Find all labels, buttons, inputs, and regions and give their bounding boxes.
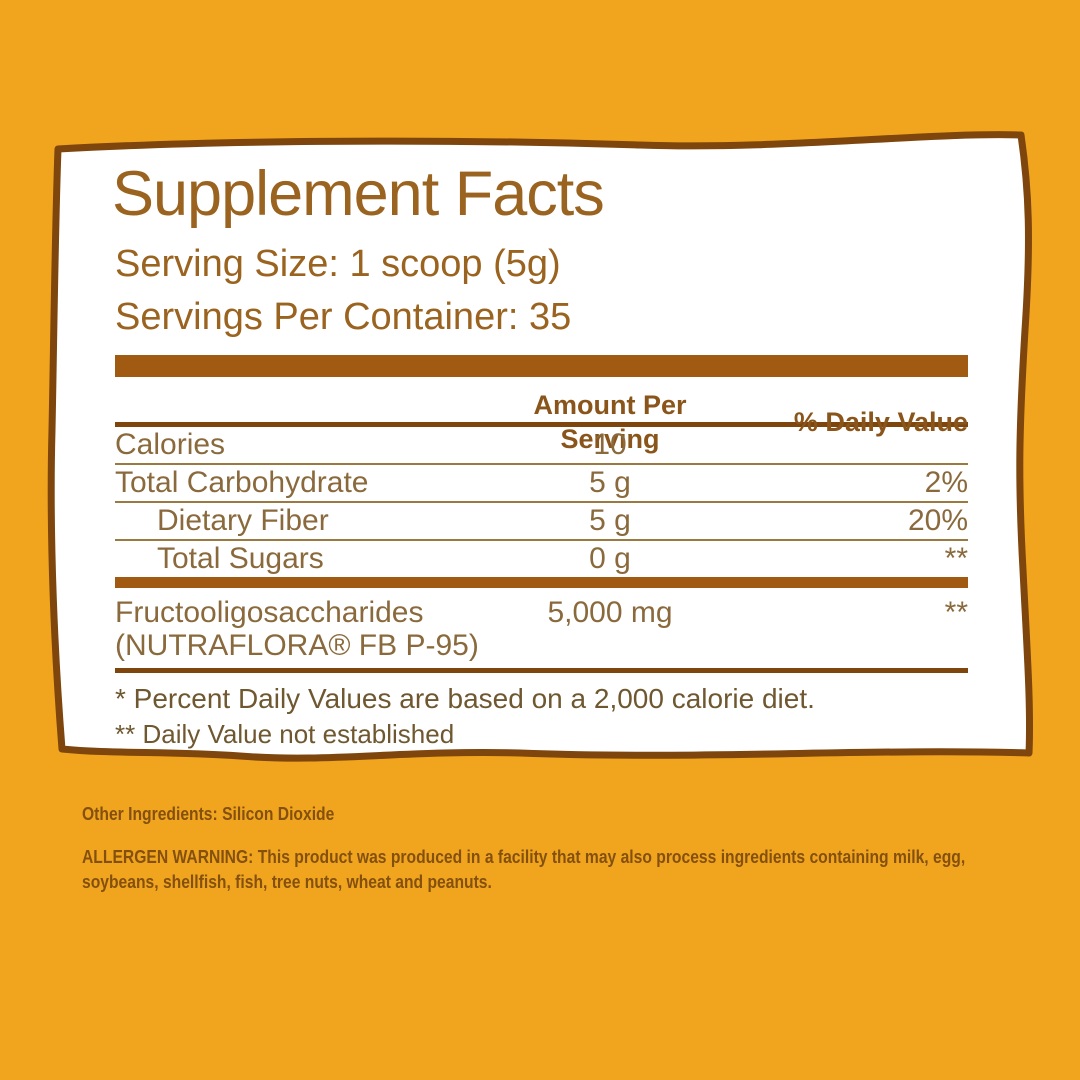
table-row-fructooligosaccharides: Fructooligosaccharides (NUTRAFLORA® FB P… [115, 588, 968, 666]
header-amount-per-serving: Amount Per Serving [533, 390, 687, 454]
top-divider-bar [115, 355, 968, 377]
footnote-divider [115, 668, 968, 673]
row-amount: 5 g [589, 504, 631, 537]
row-daily-value: ** [944, 596, 968, 629]
row-amount: 5 g [589, 466, 631, 499]
other-ingredients-text: Other Ingredients: Silicon Dioxide [82, 804, 335, 824]
table-row-dietary-fiber: Dietary Fiber 5 g 20% [115, 503, 968, 541]
footnote-percent-daily-values: * Percent Daily Values are based on a 2,… [115, 683, 815, 714]
panel-title: Supplement Facts [112, 159, 605, 229]
row-name: Total Carbohydrate [115, 466, 369, 499]
table-row-total-carbohydrate: Total Carbohydrate 5 g 2% [115, 465, 968, 503]
footnote-daily-value-not-established: ** Daily Value not established [115, 719, 455, 749]
row-name-line1: Fructooligosaccharides [115, 596, 424, 629]
servings-per-container-text: Servings Per Container: 35 [115, 296, 572, 338]
row-name-line2: (NUTRAFLORA® FB P-95) [115, 629, 479, 662]
table-row-total-sugars: Total Sugars 0 g ** [115, 541, 968, 577]
row-daily-value: ** [944, 542, 968, 575]
row-amount: 10 [593, 428, 627, 461]
row-name: Total Sugars [157, 542, 324, 575]
table-header-row: Amount Per Serving % Daily Value [115, 388, 968, 454]
row-amount: 0 g [589, 542, 631, 575]
row-amount: 5,000 mg [547, 596, 673, 629]
supplement-facts-table: Amount Per Serving % Daily Value Calorie… [115, 388, 968, 749]
mid-divider-bar [115, 577, 968, 588]
row-daily-value: 2% [924, 466, 968, 499]
serving-size-text: Serving Size: 1 scoop (5g) [115, 243, 561, 285]
header-daily-value: % Daily Value [793, 407, 968, 437]
row-name: Dietary Fiber [157, 504, 329, 537]
allergen-warning-text: ALLERGEN WARNING: This product was produ… [82, 847, 966, 892]
row-name: Fructooligosaccharides (NUTRAFLORA® FB P… [115, 596, 485, 662]
table-row-calories: Calories 10 [115, 427, 968, 465]
panel-border [47, 131, 1034, 762]
row-daily-value: 20% [907, 504, 968, 537]
row-name: Calories [115, 428, 226, 461]
